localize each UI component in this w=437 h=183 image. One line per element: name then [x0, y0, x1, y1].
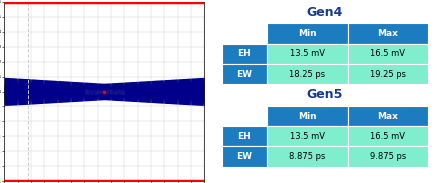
Text: 18.25 ps: 18.25 ps — [289, 70, 326, 79]
Text: 13.5 mV: 13.5 mV — [290, 132, 325, 141]
Text: EW: EW — [236, 70, 253, 79]
Text: Max: Max — [378, 111, 399, 121]
FancyBboxPatch shape — [267, 147, 348, 167]
FancyBboxPatch shape — [348, 64, 428, 84]
Text: 8.875 ps: 8.875 ps — [289, 152, 326, 161]
Text: Min: Min — [298, 111, 317, 121]
FancyBboxPatch shape — [267, 23, 348, 44]
FancyBboxPatch shape — [222, 126, 267, 147]
Text: EW: EW — [236, 152, 253, 161]
FancyBboxPatch shape — [267, 44, 348, 64]
Text: 16.5 mV: 16.5 mV — [371, 132, 406, 141]
FancyBboxPatch shape — [222, 64, 267, 84]
FancyBboxPatch shape — [222, 23, 267, 44]
Text: Gen4: Gen4 — [307, 6, 343, 19]
FancyBboxPatch shape — [222, 44, 267, 64]
Text: Min: Min — [298, 29, 317, 38]
FancyBboxPatch shape — [348, 106, 428, 126]
FancyBboxPatch shape — [348, 23, 428, 44]
Text: 13.5 mV: 13.5 mV — [290, 49, 325, 58]
FancyBboxPatch shape — [222, 106, 267, 126]
FancyBboxPatch shape — [267, 64, 348, 84]
Text: Gen5: Gen5 — [307, 88, 343, 101]
Text: 16.5 mV: 16.5 mV — [371, 49, 406, 58]
FancyBboxPatch shape — [267, 126, 348, 147]
FancyBboxPatch shape — [267, 106, 348, 126]
FancyBboxPatch shape — [348, 147, 428, 167]
FancyBboxPatch shape — [348, 44, 428, 64]
Text: EH: EH — [237, 49, 251, 58]
Text: Max: Max — [378, 29, 399, 38]
FancyBboxPatch shape — [222, 147, 267, 167]
Text: 9.875 ps: 9.875 ps — [370, 152, 406, 161]
Text: 19.25 ps: 19.25 ps — [370, 70, 406, 79]
FancyBboxPatch shape — [348, 126, 428, 147]
Text: EH: EH — [237, 132, 251, 141]
